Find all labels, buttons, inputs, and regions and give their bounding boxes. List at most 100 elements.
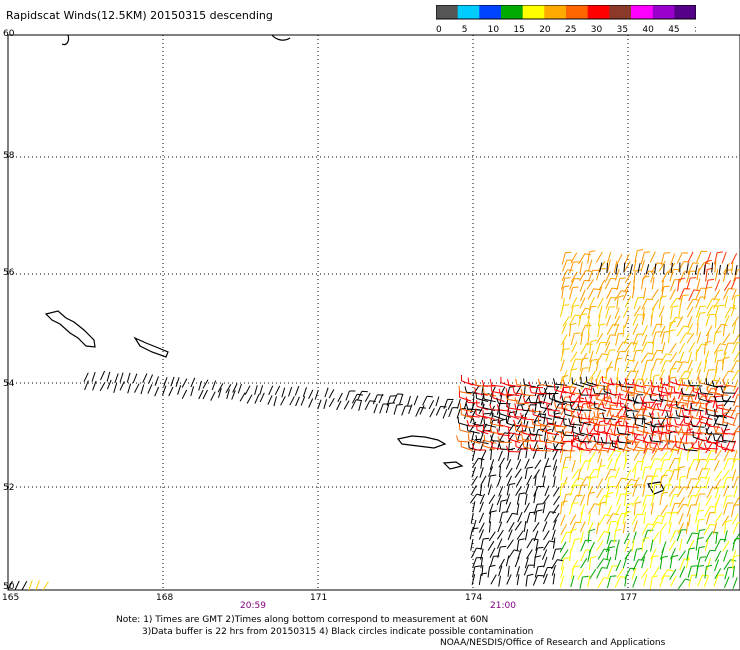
wind-barb (569, 261, 574, 274)
wind-barb (499, 512, 503, 524)
wind-barb (83, 372, 89, 382)
wind-barb (578, 314, 582, 327)
wind-barb-flag (642, 436, 646, 443)
wind-barb-flag (609, 475, 616, 478)
wind-barb (730, 360, 737, 372)
wind-barb (587, 306, 592, 319)
wind-barb (492, 440, 505, 442)
wind-barb (715, 432, 728, 435)
wind-barb-flag (691, 442, 694, 449)
wind-barb (607, 565, 613, 578)
wind-barb (357, 390, 363, 401)
wind-barb (448, 407, 453, 418)
wind-barb (722, 439, 735, 443)
wind-barb-flag (588, 491, 595, 494)
wind-barb (616, 567, 625, 579)
wind-barb (619, 418, 632, 420)
wind-barb (650, 271, 656, 283)
legend-label: 25 (565, 25, 576, 35)
wind-barb-flag (577, 411, 580, 418)
wind-barb (677, 261, 685, 273)
wind-barb (496, 494, 502, 506)
wind-barb (469, 493, 478, 504)
wind-barb (723, 422, 729, 434)
legend-label: >50 knots (694, 25, 696, 35)
wind-barb (695, 379, 702, 391)
wind-barb (479, 467, 484, 478)
wind-barb (580, 549, 587, 562)
wind-barb-flag (482, 423, 485, 431)
wind-barb (515, 425, 528, 427)
wind-barb (659, 353, 667, 365)
wind-barb (722, 324, 726, 337)
wind-barb-flag (464, 386, 467, 393)
wind-barb (691, 408, 704, 412)
wind-barb (533, 469, 540, 480)
wind-barb-flag (736, 360, 740, 362)
wind-barb-flag (545, 442, 548, 449)
wind-barb (715, 441, 718, 454)
wind-barb-flag (685, 332, 692, 335)
wind-barb (636, 390, 649, 394)
lon-label: 177 (620, 593, 637, 603)
wind-barb (623, 458, 628, 470)
wind-barb-flag (599, 412, 606, 415)
wind-barb-flag (674, 418, 677, 425)
wind-barb (722, 288, 730, 300)
wind-barb-flag (709, 523, 716, 526)
wind-barb (611, 402, 624, 405)
wind-barb-flag (690, 420, 694, 427)
wind-barb (625, 469, 632, 481)
wind-barb-flag (648, 402, 651, 409)
wind-barb-flag (535, 555, 542, 558)
wind-barb-flag (656, 349, 663, 352)
wind-barb-flag (708, 278, 715, 281)
wind-barb (499, 413, 511, 418)
wind-barb-flag (595, 378, 598, 385)
wind-barb (651, 350, 658, 362)
wind-barb-flag (481, 380, 485, 387)
wind-barb (732, 565, 735, 578)
wind-barb (641, 467, 646, 480)
wind-barb-flag (601, 388, 608, 391)
wind-barb (678, 305, 681, 318)
wind-barb (516, 493, 520, 505)
wind-barb (569, 369, 572, 382)
wind-barb-flag (604, 396, 611, 399)
wind-barb (678, 288, 685, 300)
wind-barb (721, 251, 727, 264)
wind-barb (621, 389, 633, 395)
wind-barb (526, 475, 533, 486)
wind-barb (487, 540, 495, 551)
wind-barb (295, 396, 300, 407)
wind-barb-flag (705, 403, 707, 410)
wind-barb (507, 529, 513, 541)
wind-barb (570, 522, 576, 534)
wind-barb (687, 251, 694, 263)
wind-barb-flag (642, 409, 644, 416)
wind-barb (542, 521, 548, 532)
wind-barb (703, 342, 706, 355)
wind-barb (724, 521, 727, 534)
wind-barb-flag (690, 402, 693, 409)
wind-barb (467, 408, 480, 411)
wind-barb (470, 547, 477, 559)
wind-barb (659, 417, 672, 420)
wind-barb (660, 512, 667, 525)
wind-barb (587, 433, 594, 445)
wind-barb (660, 459, 665, 472)
wind-barb (616, 253, 623, 266)
wind-barb (323, 399, 328, 410)
wind-barb (570, 400, 584, 403)
coastlines (44, 34, 665, 495)
wind-barb-flag (713, 426, 717, 433)
wind-barb (534, 474, 537, 486)
wind-barb (602, 381, 615, 386)
wind-barb (641, 325, 648, 337)
wind-barb (539, 400, 552, 405)
wind-barb (606, 324, 614, 336)
wind-barb (506, 412, 511, 424)
wind-barb (317, 399, 322, 410)
wind-barb (658, 297, 662, 310)
wind-barb (392, 393, 398, 404)
